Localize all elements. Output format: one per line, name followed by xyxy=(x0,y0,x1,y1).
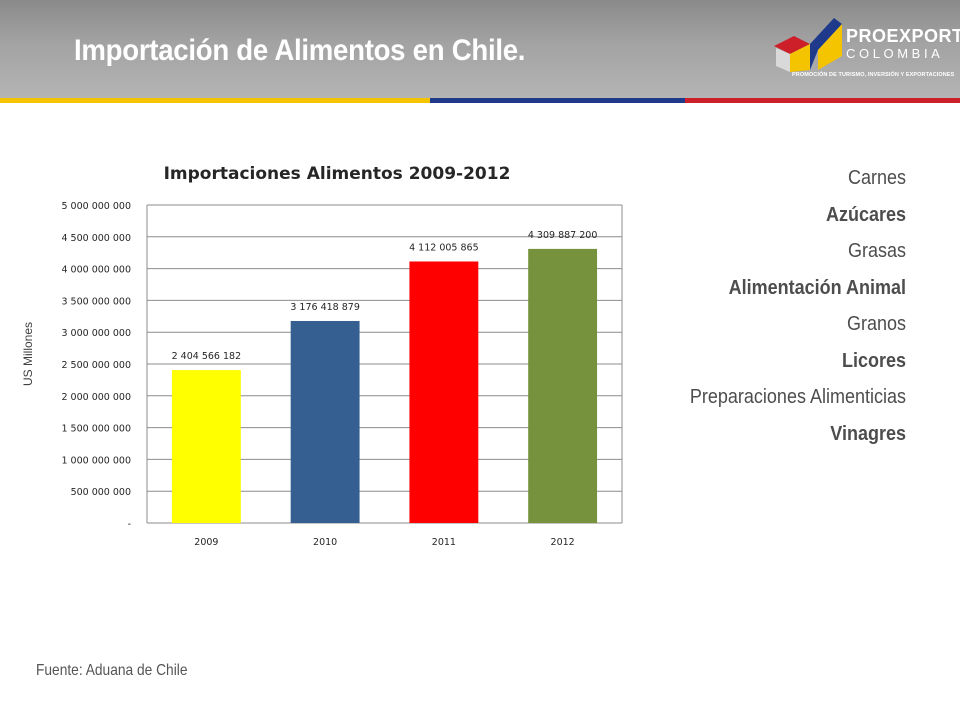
y-tick-label: - xyxy=(128,519,131,530)
y-tick-label: 1 000 000 000 xyxy=(61,455,131,466)
product-item: Azúcares xyxy=(825,203,906,226)
logo-tagline: PROMOCIÓN DE TURISMO, INVERSIÓN Y EXPORT… xyxy=(792,72,955,78)
product-item: Vinagres xyxy=(830,422,906,445)
product-item: Licores xyxy=(841,349,906,372)
product-item: Preparaciones Alimenticias xyxy=(689,386,906,408)
x-tick-label: 2009 xyxy=(194,537,218,548)
y-tick-labels: - 500 000 000 1 000 000 000 1 500 000 000 2 … xyxy=(61,201,131,530)
logo-subtitle: COLOMBIA xyxy=(846,46,944,61)
imports-bar-chart: Importaciones Alimentos 2009-2012 US Mil… xyxy=(21,164,623,548)
y-tick-label: 4 000 000 000 xyxy=(61,265,131,276)
y-tick-label: 2 000 000 000 xyxy=(61,392,131,403)
data-label: 4 309 887 200 xyxy=(528,230,598,241)
header-stripe-yellow xyxy=(0,98,430,103)
bars xyxy=(171,248,598,523)
logo-house-icon xyxy=(774,18,842,72)
source-note: Fuente: Aduana de Chile xyxy=(36,662,188,679)
data-label: 2 404 566 182 xyxy=(172,351,242,362)
header-stripe-red xyxy=(685,98,960,103)
bar-2011 xyxy=(409,261,479,523)
data-labels: 2 404 566 182 3 176 418 879 4 112 005 865 4… xyxy=(172,230,598,362)
product-item: Granos xyxy=(846,313,906,335)
bar-2010 xyxy=(290,320,360,523)
x-tick-label: 2012 xyxy=(551,537,575,548)
y-tick-label: 3 500 000 000 xyxy=(61,296,131,307)
proexport-logo: PROEXPORT COLOMBIA PROMOCIÓN DE TURISMO,… xyxy=(772,14,960,88)
chart-title: Importaciones Alimentos 2009-2012 xyxy=(164,164,511,184)
product-item: Grasas xyxy=(847,240,906,262)
y-tick-label: 500 000 000 xyxy=(71,487,131,498)
product-item: Alimentación Animal xyxy=(728,276,906,299)
y-tick-label: 1 500 000 000 xyxy=(61,424,131,435)
product-item: Carnes xyxy=(847,167,906,189)
header-stripe-blue xyxy=(430,98,685,103)
slide-header: Importación de Alimentos en Chile. PROEX… xyxy=(0,0,960,98)
bar-2009 xyxy=(171,370,241,523)
y-tick-label: 4 500 000 000 xyxy=(61,233,131,244)
x-tick-label: 2011 xyxy=(432,537,456,548)
y-tick-label: 5 000 000 000 xyxy=(61,201,131,212)
data-label: 4 112 005 865 xyxy=(409,242,479,253)
product-list: Carnes Azúcares Grasas Alimentación Animal G… xyxy=(546,164,906,456)
x-tick-label: 2010 xyxy=(313,537,337,548)
logo-name: PROEXPORT xyxy=(846,26,960,46)
y-axis-label: US Millones xyxy=(21,322,35,386)
y-tick-label: 3 000 000 000 xyxy=(61,328,131,339)
bar-2012 xyxy=(528,248,598,523)
x-tick-labels: 2009 2010 2011 2012 xyxy=(194,537,574,548)
y-tick-label: 2 500 000 000 xyxy=(61,360,131,371)
slide-title: Importación de Alimentos en Chile. xyxy=(74,34,526,67)
data-label: 3 176 418 879 xyxy=(290,302,360,313)
